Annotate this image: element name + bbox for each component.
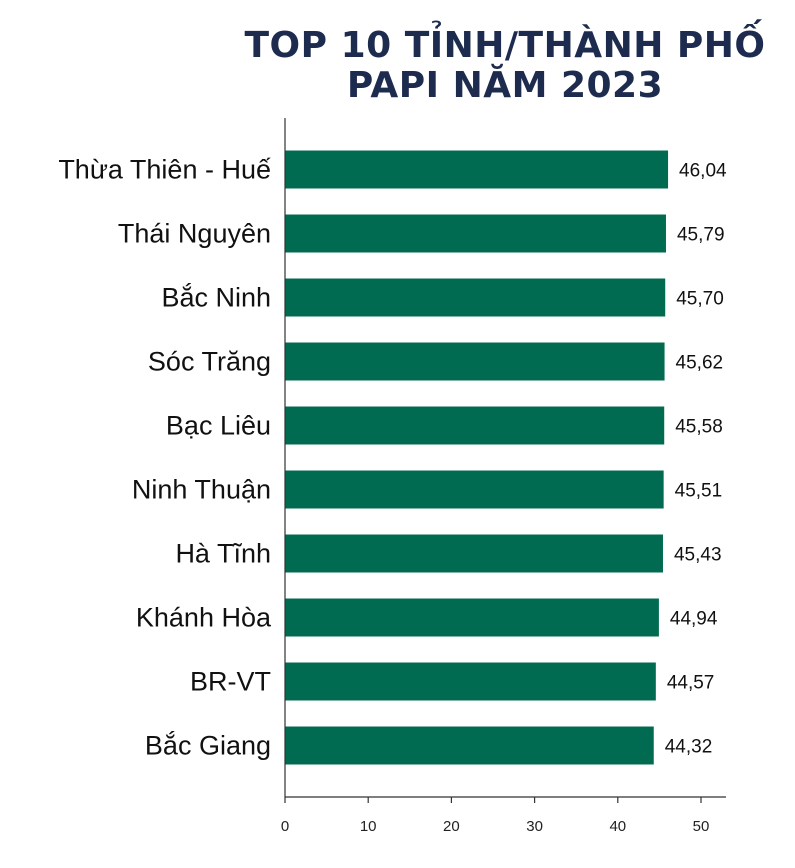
bar [285,598,659,637]
bar [285,278,666,317]
data-label: 45,70 [676,289,724,310]
data-label: 45,58 [675,417,723,438]
bar [285,726,654,765]
category-label: Thái Nguyên [118,219,271,249]
data-label: 44,57 [667,673,715,694]
bar [285,342,665,381]
category-label: Khánh Hòa [136,603,272,633]
x-tick-label: 40 [609,818,626,835]
value-labels: 46,04 45,79 45,70 45,62 45,58 45,51 45,43 44,94… [665,161,727,758]
category-labels: Thừa Thiên - Huế Thái Nguyên Bắc Ninh Sóc T… [58,155,272,761]
bars-group [285,150,669,765]
data-label: 45,43 [674,545,722,566]
data-label: 45,51 [675,481,723,502]
x-tick-label: 50 [693,818,710,835]
bar [285,214,666,253]
category-label: Bắc Giang [145,730,271,761]
chart-title-line-2: PAPI NĂM 2023 [346,65,664,106]
x-tick-label: 0 [281,818,289,835]
data-label: 45,62 [676,353,724,374]
category-label: Bạc Liêu [166,411,271,441]
bar [285,534,663,573]
data-label: 44,94 [670,609,718,630]
bar [285,150,669,189]
chart-title-line-1: TOP 10 TỈNH/THÀNH PHỐ [244,25,766,66]
x-tick-label: 20 [443,818,460,835]
data-label: 45,79 [677,225,725,246]
x-tick-label: 30 [526,818,543,835]
bar [285,470,664,509]
bar [285,406,665,445]
data-label: 46,04 [679,161,727,182]
category-label: Thừa Thiên - Huế [58,155,271,185]
category-label: Hà Tĩnh [175,539,271,569]
chart-title: TOP 10 TỈNH/THÀNH PHỐ PAPI NĂM 2023 [215,26,795,106]
x-tick-label: 10 [360,818,377,835]
category-label: Sóc Trăng [148,347,271,377]
axes-group: 0 10 20 30 40 50 [281,118,726,835]
category-label: BR-VT [190,667,271,697]
category-label: Ninh Thuận [132,475,271,505]
category-label: Bắc Ninh [161,282,271,313]
bar [285,662,656,701]
data-label: 44,32 [665,737,713,758]
